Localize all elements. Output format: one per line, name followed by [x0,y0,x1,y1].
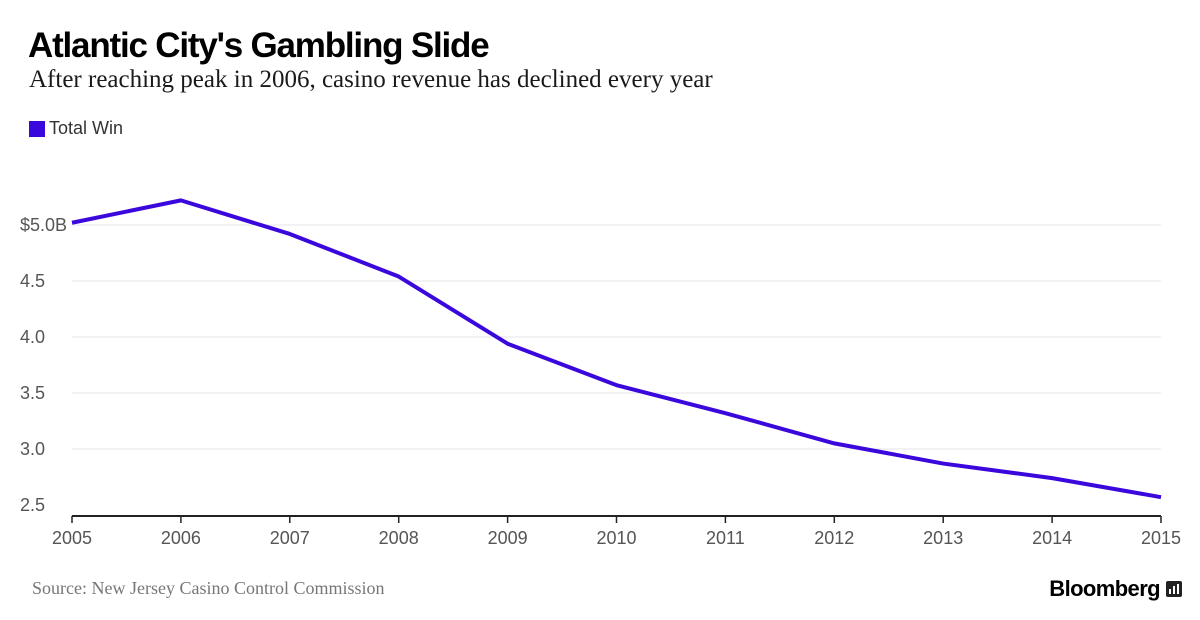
y-tick-label: $5.0B [20,215,67,235]
x-tick-label: 2006 [161,528,201,548]
legend: Total Win [29,118,123,139]
source-note: Source: New Jersey Casino Control Commis… [32,578,385,598]
series-line-total-win [71,198,1162,500]
y-tick-label: 4.5 [20,271,45,291]
x-tick-label: 2012 [814,528,854,548]
x-tick-label: 2005 [52,528,92,548]
bloomberg-chart-icon [1166,581,1182,597]
legend-swatch-total-win [29,120,45,137]
y-tick-label: 3.5 [20,383,45,403]
y-tick-label: 4.0 [20,327,45,347]
x-tick-label: 2014 [1032,528,1072,548]
chart-title: Atlantic City's Gambling Slide [28,26,490,65]
y-tick-label: 3.0 [20,439,45,459]
legend-label-total-win: Total Win [49,118,124,138]
chart-subtitle: After reaching peak in 2006, casino reve… [29,66,713,93]
x-tick-label: 2008 [379,528,419,548]
x-tick-label: 2015 [1141,528,1181,548]
y-tick-label: 2.5 [20,495,45,515]
brand-name: Bloomberg [1049,576,1160,601]
x-tick-label: 2007 [270,528,310,548]
brand-logo: Bloomberg [1049,576,1182,602]
x-tick-label: 2010 [596,528,636,548]
x-tick-label: 2009 [488,528,528,548]
x-tick-label: 2011 [706,528,745,548]
x-tick-label: 2013 [923,528,963,548]
